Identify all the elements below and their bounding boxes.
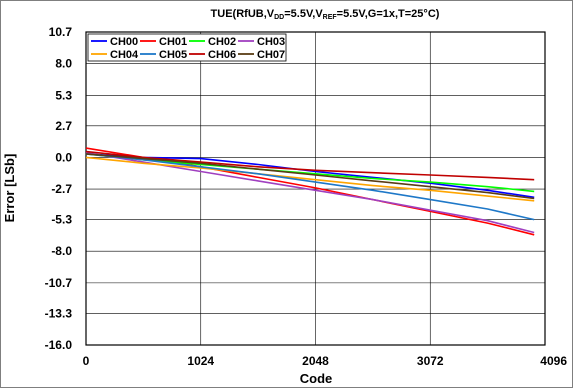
legend-label-ch03: CH03 xyxy=(257,36,285,48)
y-tick-label: -16.0 xyxy=(45,338,73,352)
y-axis-title: Error [LSb] xyxy=(2,154,17,223)
legend-box xyxy=(87,33,287,62)
legend: CH00 CH01 CH02 CH03 CH04 CH05 CH06 CH07 xyxy=(87,33,287,62)
y-tick-label: 5.3 xyxy=(55,88,72,102)
legend-label-ch00: CH00 xyxy=(110,36,138,48)
series-line-ch07 xyxy=(85,153,535,200)
series-line-ch00 xyxy=(85,153,535,199)
y-tick-label: -5.3 xyxy=(51,213,72,227)
title-vref-subscript: REF xyxy=(323,14,338,21)
x-tick-label: 4096 xyxy=(540,354,567,368)
y-tick-label: 10.7 xyxy=(49,25,73,39)
x-tick-label: 2048 xyxy=(302,354,329,368)
x-tick-label: 1024 xyxy=(187,354,214,368)
y-tick-label: -13.3 xyxy=(45,306,73,320)
legend-label-ch05: CH05 xyxy=(159,49,187,61)
legend-label-ch01: CH01 xyxy=(159,36,187,48)
x-tick-label: 0 xyxy=(83,354,90,368)
y-tick-label: 0.0 xyxy=(55,150,72,164)
x-tick-label: 3072 xyxy=(417,354,444,368)
y-tick-label: -2.7 xyxy=(51,182,72,196)
plot-area-border xyxy=(85,31,546,346)
y-tick-label: 8.0 xyxy=(55,57,72,71)
title-vdd-subscript: DD xyxy=(274,14,284,21)
legend-label-ch04: CH04 xyxy=(110,49,139,61)
x-axis-title: Code xyxy=(300,371,333,386)
series-line-ch04 xyxy=(85,156,535,202)
series-line-ch06 xyxy=(85,150,535,181)
legend-label-ch07: CH07 xyxy=(257,49,285,61)
series-line-ch05 xyxy=(85,153,535,221)
tick-labels: 10.7 8.0 5.3 2.7 0.0 -2.7 -5.3 -8.0 -10.7 -13.3 -1… xyxy=(45,25,568,368)
y-tick-label: -8.0 xyxy=(51,244,72,258)
series-layer xyxy=(85,147,535,236)
chart-title: TUE(RfUB,VDD=5.5V,VREF=5.5V,G=1x,T=25°C) xyxy=(211,8,440,21)
legend-label-ch02: CH02 xyxy=(208,36,236,48)
legend-label-ch06: CH06 xyxy=(208,49,236,61)
y-tick-label: -10.7 xyxy=(45,276,73,290)
y-tick-label: 2.7 xyxy=(55,119,72,133)
